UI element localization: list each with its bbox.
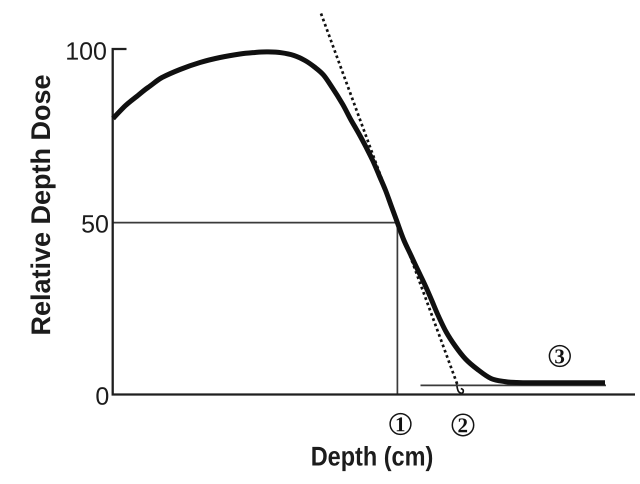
svg-text:1: 1: [395, 412, 406, 436]
svg-text:3: 3: [554, 344, 565, 368]
svg-text:Depth (cm): Depth (cm): [311, 442, 434, 472]
svg-text:100: 100: [65, 38, 107, 66]
svg-text:2: 2: [458, 413, 469, 437]
svg-text:50: 50: [81, 211, 109, 239]
svg-text:Relative Depth Dose: Relative Depth Dose: [26, 74, 56, 335]
svg-text:0: 0: [95, 383, 109, 411]
